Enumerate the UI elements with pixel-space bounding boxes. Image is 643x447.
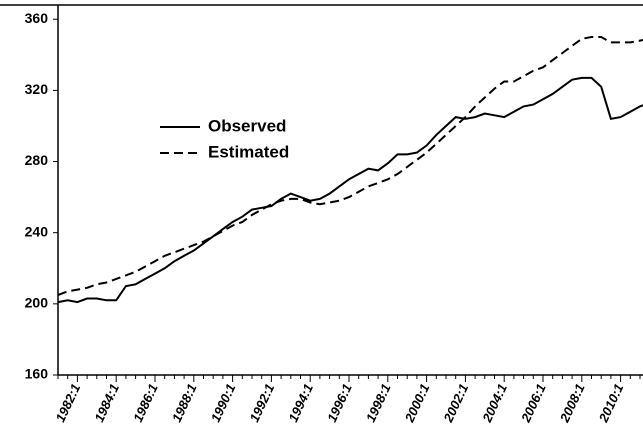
legend-label: Estimated: [208, 142, 289, 161]
x-tick-label: 1984:1: [91, 381, 122, 424]
x-tick-label: 1982:1: [53, 381, 84, 424]
x-tick-label: 2000:1: [401, 381, 432, 425]
series-line: [58, 76, 643, 304]
x-tick-label: 2002:1: [440, 381, 471, 425]
y-tick-label: 200: [25, 295, 49, 311]
legend: Observed Estimated: [160, 116, 289, 161]
x-tick-label: 1986:1: [130, 381, 161, 424]
x-tick-label: 1992:1: [247, 381, 278, 424]
x-tick-label: 2004:1: [479, 381, 510, 425]
x-tick-label: 1996:1: [324, 381, 355, 424]
y-tick-label: 160: [25, 366, 49, 382]
x-tick-label: 2006:1: [518, 381, 549, 425]
series-line: [58, 36, 643, 296]
x-tick-label: 1988:1: [169, 381, 200, 424]
x-tick-label: 1998:1: [363, 381, 394, 424]
y-tick-label: 320: [25, 81, 49, 97]
plot-area: [58, 36, 643, 304]
x-tick-label: 1994:1: [285, 381, 316, 424]
y-tick-label: 360: [25, 10, 49, 26]
y-tick-label: 240: [25, 223, 49, 239]
x-tick-label: 1990:1: [208, 381, 239, 424]
x-tick-label: 2008:1: [557, 381, 588, 425]
x-tick-label: 2010:1: [595, 381, 626, 425]
legend-label: Observed: [208, 116, 286, 135]
y-tick-label: 280: [25, 152, 49, 168]
